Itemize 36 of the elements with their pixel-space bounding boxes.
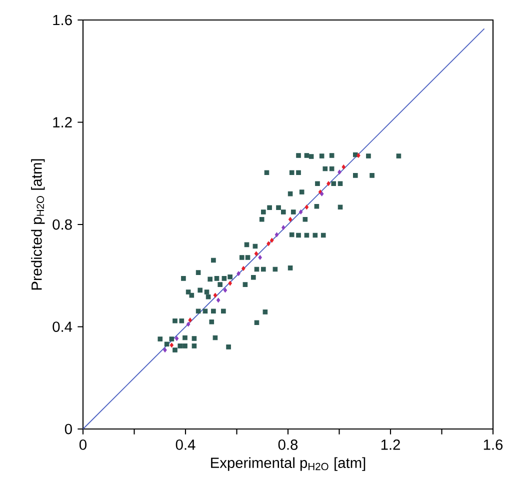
point: [258, 255, 262, 260]
point: [274, 232, 279, 238]
point: [288, 216, 292, 222]
point: [242, 266, 246, 271]
point: [254, 251, 258, 256]
x-tick-label: 0.8: [278, 440, 298, 450]
x-tick-label: 0.4: [176, 440, 196, 450]
y-tick-label: 0: [64, 424, 72, 434]
point: [228, 280, 232, 286]
point: [304, 204, 309, 210]
point: [170, 342, 174, 348]
point: [236, 271, 240, 276]
x-tick-label: 1.2: [381, 440, 400, 450]
y-axis-title: Predicted p$_{H2O}$ [atm]: [31, 159, 45, 290]
point: [223, 288, 228, 293]
point: [342, 164, 346, 170]
y-tick-label: 0.4: [52, 322, 72, 332]
x-tick-label: 0: [79, 440, 86, 450]
point: [174, 336, 179, 341]
point: [216, 298, 220, 303]
point: [282, 225, 286, 230]
y-tick-label: 1.2: [53, 117, 72, 128]
point: [266, 241, 270, 246]
point: [326, 181, 330, 186]
point: [270, 238, 274, 243]
point: [356, 153, 360, 158]
point: [163, 348, 167, 352]
point: [213, 292, 218, 298]
y-tick-label: 0.8: [52, 219, 72, 230]
x-axis-title: Experimental p$_{H2O}$ [atm]: [211, 457, 366, 471]
point: [338, 170, 342, 174]
point: [298, 210, 303, 214]
point: [186, 322, 190, 327]
y-tick-label: 1.6: [53, 14, 72, 26]
x-tick-label: 1.6: [484, 440, 503, 450]
point: [188, 318, 192, 323]
